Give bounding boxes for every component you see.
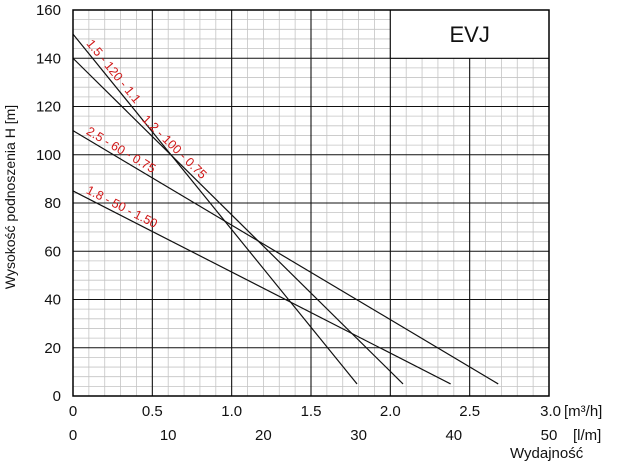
y-tick-label: 120 bbox=[36, 99, 61, 116]
y-tick-label: 100 bbox=[36, 147, 61, 164]
series-lines bbox=[72, 33, 499, 385]
major-grid bbox=[73, 10, 549, 396]
x-axis-unit-primary: [m³/h] bbox=[564, 403, 602, 420]
x-axis-title: Wydajność bbox=[510, 445, 584, 462]
y-tick-label: 20 bbox=[44, 340, 61, 357]
x-tick-label: 3.0 bbox=[540, 403, 561, 420]
x-tick-label: 1.0 bbox=[221, 403, 242, 420]
y-tick-label: 80 bbox=[44, 195, 61, 212]
x2-tick-label: 20 bbox=[255, 427, 272, 444]
series-line-1 bbox=[72, 33, 358, 385]
x-tick-label: 2.0 bbox=[380, 403, 401, 420]
y-tick-label: 40 bbox=[44, 292, 61, 309]
model-label-box bbox=[389, 9, 550, 59]
series-labels: 1.5 - 120 - 1.11.2 - 100 - 0.752.5 - 60 … bbox=[84, 37, 210, 231]
x-axis-unit-secondary: [l/m] bbox=[573, 427, 601, 444]
x-tick-label: 0.5 bbox=[142, 403, 163, 420]
series-line-3 bbox=[72, 130, 499, 385]
x2-tick-label: 10 bbox=[160, 427, 177, 444]
model-label: EVJ bbox=[449, 22, 489, 47]
x2-tick-label: 50 bbox=[541, 427, 558, 444]
y-tick-label: 160 bbox=[36, 2, 61, 19]
series-label-4: 1.8 - 50 - 1.50 bbox=[84, 183, 160, 231]
y-tick-label: 140 bbox=[36, 50, 61, 67]
x2-tick-label: 40 bbox=[445, 427, 462, 444]
y-axis-title: Wysokość podnoszenia H [m] bbox=[2, 105, 18, 289]
series-line-4 bbox=[72, 190, 451, 385]
x2-tick-labels: 0 10 20 30 40 50 bbox=[69, 427, 558, 444]
x-tick-label: 2.5 bbox=[459, 403, 480, 420]
plot-frame bbox=[72, 9, 550, 397]
y-tick-label: 60 bbox=[44, 243, 61, 260]
x-tick-label: 1.5 bbox=[301, 403, 322, 420]
x2-tick-label: 30 bbox=[350, 427, 367, 444]
series-line-2 bbox=[72, 57, 404, 385]
x-tick-label: 0 bbox=[69, 403, 77, 420]
y-tick-label: 0 bbox=[53, 388, 61, 405]
x2-tick-label: 0 bbox=[69, 427, 77, 444]
y-tick-labels: 0 20 40 60 80 100 120 140 160 bbox=[36, 2, 61, 405]
series-label-1: 1.5 - 120 - 1.1 bbox=[84, 37, 144, 106]
x-tick-labels: 0 0.5 1.0 1.5 2.0 2.5 3.0 bbox=[69, 403, 561, 420]
